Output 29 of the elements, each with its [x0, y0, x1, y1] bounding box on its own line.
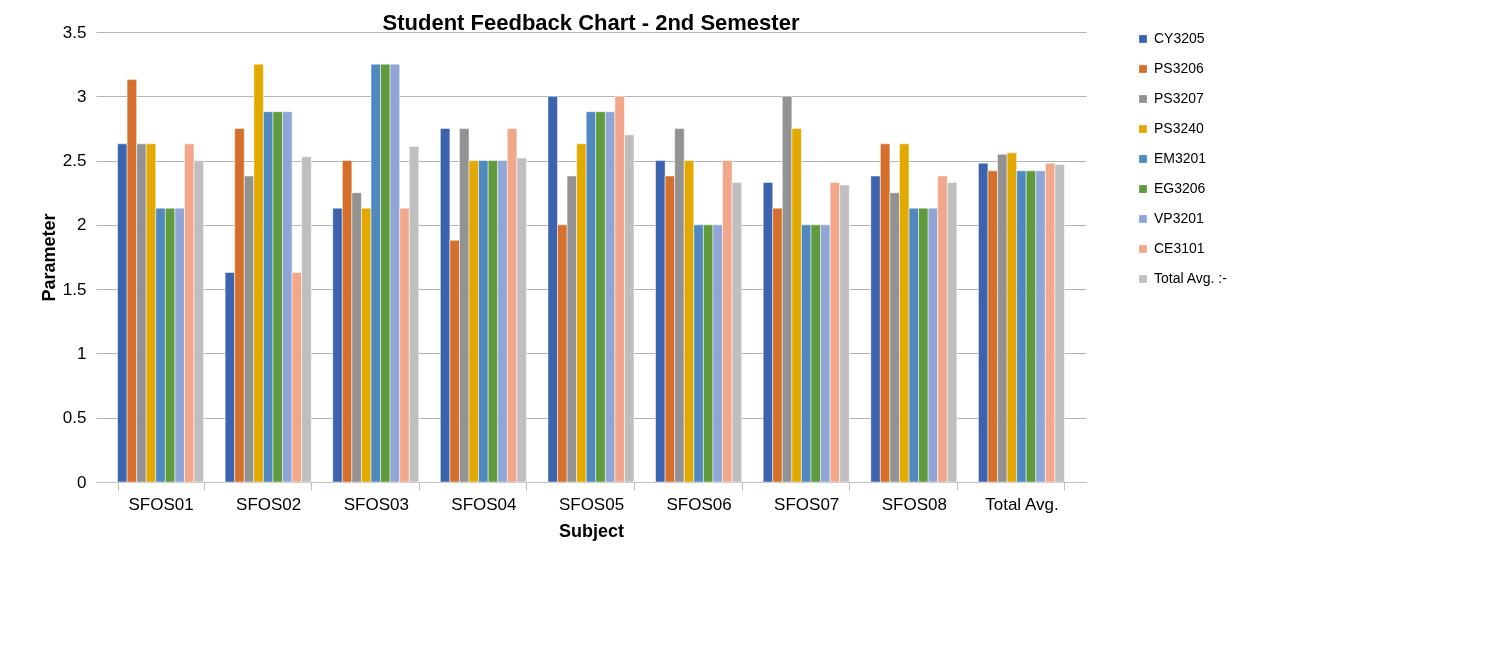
y-tick-label: 3	[77, 86, 87, 106]
x-tick-label: SFOS04	[451, 494, 517, 514]
x-tick-label: SFOS07	[774, 494, 840, 514]
legend-label: EG3206	[1154, 180, 1206, 196]
x-tick-label: SFOS03	[343, 494, 409, 514]
x-tick-label: SFOS08	[881, 494, 947, 514]
legend-label: VP3201	[1154, 210, 1205, 226]
x-axis-title: Subject	[558, 520, 625, 541]
legend-label: CE3101	[1154, 240, 1205, 256]
chart-title: Student Feedback Chart - 2nd Semester	[382, 10, 800, 35]
y-tick-label: 1	[77, 343, 87, 363]
x-tick-label: SFOS01	[128, 494, 194, 514]
y-tick-label: 1.5	[62, 279, 87, 299]
legend-label: PS3206	[1154, 60, 1205, 76]
y-tick-label: 0	[77, 472, 87, 492]
y-tick-label: 2	[77, 215, 87, 235]
y-tick-label: 3.5	[62, 22, 87, 42]
y-tick-label: 2.5	[62, 151, 87, 171]
legend-label: EM3201	[1154, 150, 1207, 166]
y-axis-title: Parameter	[38, 213, 59, 302]
x-tick-label: Total Avg.	[985, 494, 1059, 514]
x-tick-label: SFOS06	[666, 494, 732, 514]
legend-label: CY3205	[1154, 30, 1205, 46]
legend-label: PS3207	[1154, 90, 1205, 106]
legend-label: Total Avg. :-	[1154, 270, 1228, 286]
legend-label: PS3240	[1154, 120, 1205, 136]
x-tick-label: SFOS02	[236, 494, 302, 514]
x-tick-label: SFOS05	[558, 494, 625, 514]
y-tick-label: 0.5	[62, 408, 87, 428]
